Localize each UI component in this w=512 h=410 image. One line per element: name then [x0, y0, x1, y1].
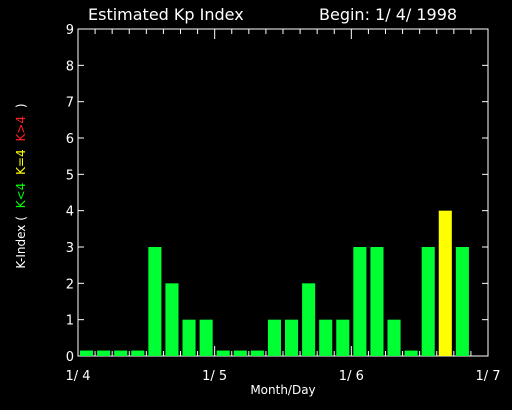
y-axis: 0 1 2 3 4 5 6 7 8 9: [66, 23, 488, 365]
begin-date-label: Begin: 1/ 4/ 1998: [319, 5, 457, 24]
kp-bar: [302, 283, 316, 356]
kp-bar: [199, 319, 213, 356]
kp-bar: [404, 350, 418, 356]
kp-bar: [216, 350, 230, 356]
kp-bar: [387, 319, 401, 356]
y-tick-label: 6: [66, 132, 74, 147]
kp-bar: [319, 319, 333, 356]
x-tick-label: 1/ 7: [475, 369, 500, 384]
legend-k-below-4: K<4: [14, 183, 28, 209]
y-axis-label: K-Index ( K<4 K=4 K>4 ): [14, 103, 28, 268]
x-tick-label: 1/ 4: [65, 369, 90, 384]
y-tick-label: 3: [66, 241, 74, 256]
kp-bar: [285, 319, 299, 356]
y-tick-label: 0: [66, 350, 74, 365]
kp-bar: [353, 247, 367, 356]
y-tick-label: 7: [66, 96, 74, 111]
kp-bar: [421, 247, 435, 356]
x-tick-label: 1/ 6: [339, 369, 364, 384]
y-tick-label: 8: [66, 59, 74, 74]
kp-bar: [250, 350, 264, 356]
y-axis-label-prefix: K-Index (: [14, 216, 28, 268]
legend-k-equal-4: K=4: [14, 149, 28, 175]
kp-bar: [114, 350, 128, 356]
kp-bar: [182, 319, 196, 356]
kp-bar: [97, 350, 111, 356]
y-axis-label-suffix: ): [14, 103, 28, 108]
x-axis-label: Month/Day: [250, 383, 315, 397]
legend-k-above-4: K>4: [14, 116, 28, 142]
y-tick-label: 1: [66, 314, 74, 329]
kp-bar: [370, 247, 384, 356]
kp-bar: [336, 319, 350, 356]
kp-bar: [267, 319, 281, 356]
y-tick-label: 9: [66, 23, 74, 38]
kp-bar: [455, 247, 469, 356]
y-tick-label: 2: [66, 277, 74, 292]
bars: [80, 210, 469, 356]
kp-bar: [148, 247, 162, 356]
kp-bar: [438, 210, 452, 356]
y-tick-label: 4: [66, 205, 74, 220]
chart-title: Estimated Kp Index: [88, 5, 244, 24]
x-tick-label: 1/ 5: [202, 369, 227, 384]
kp-bar: [131, 350, 145, 356]
kp-bar: [165, 283, 179, 356]
x-axis: 1/ 4 1/ 5 1/ 6 1/ 7: [65, 29, 501, 384]
y-tick-label: 5: [66, 168, 74, 183]
kp-bar: [233, 350, 247, 356]
kp-bar: [80, 350, 94, 356]
